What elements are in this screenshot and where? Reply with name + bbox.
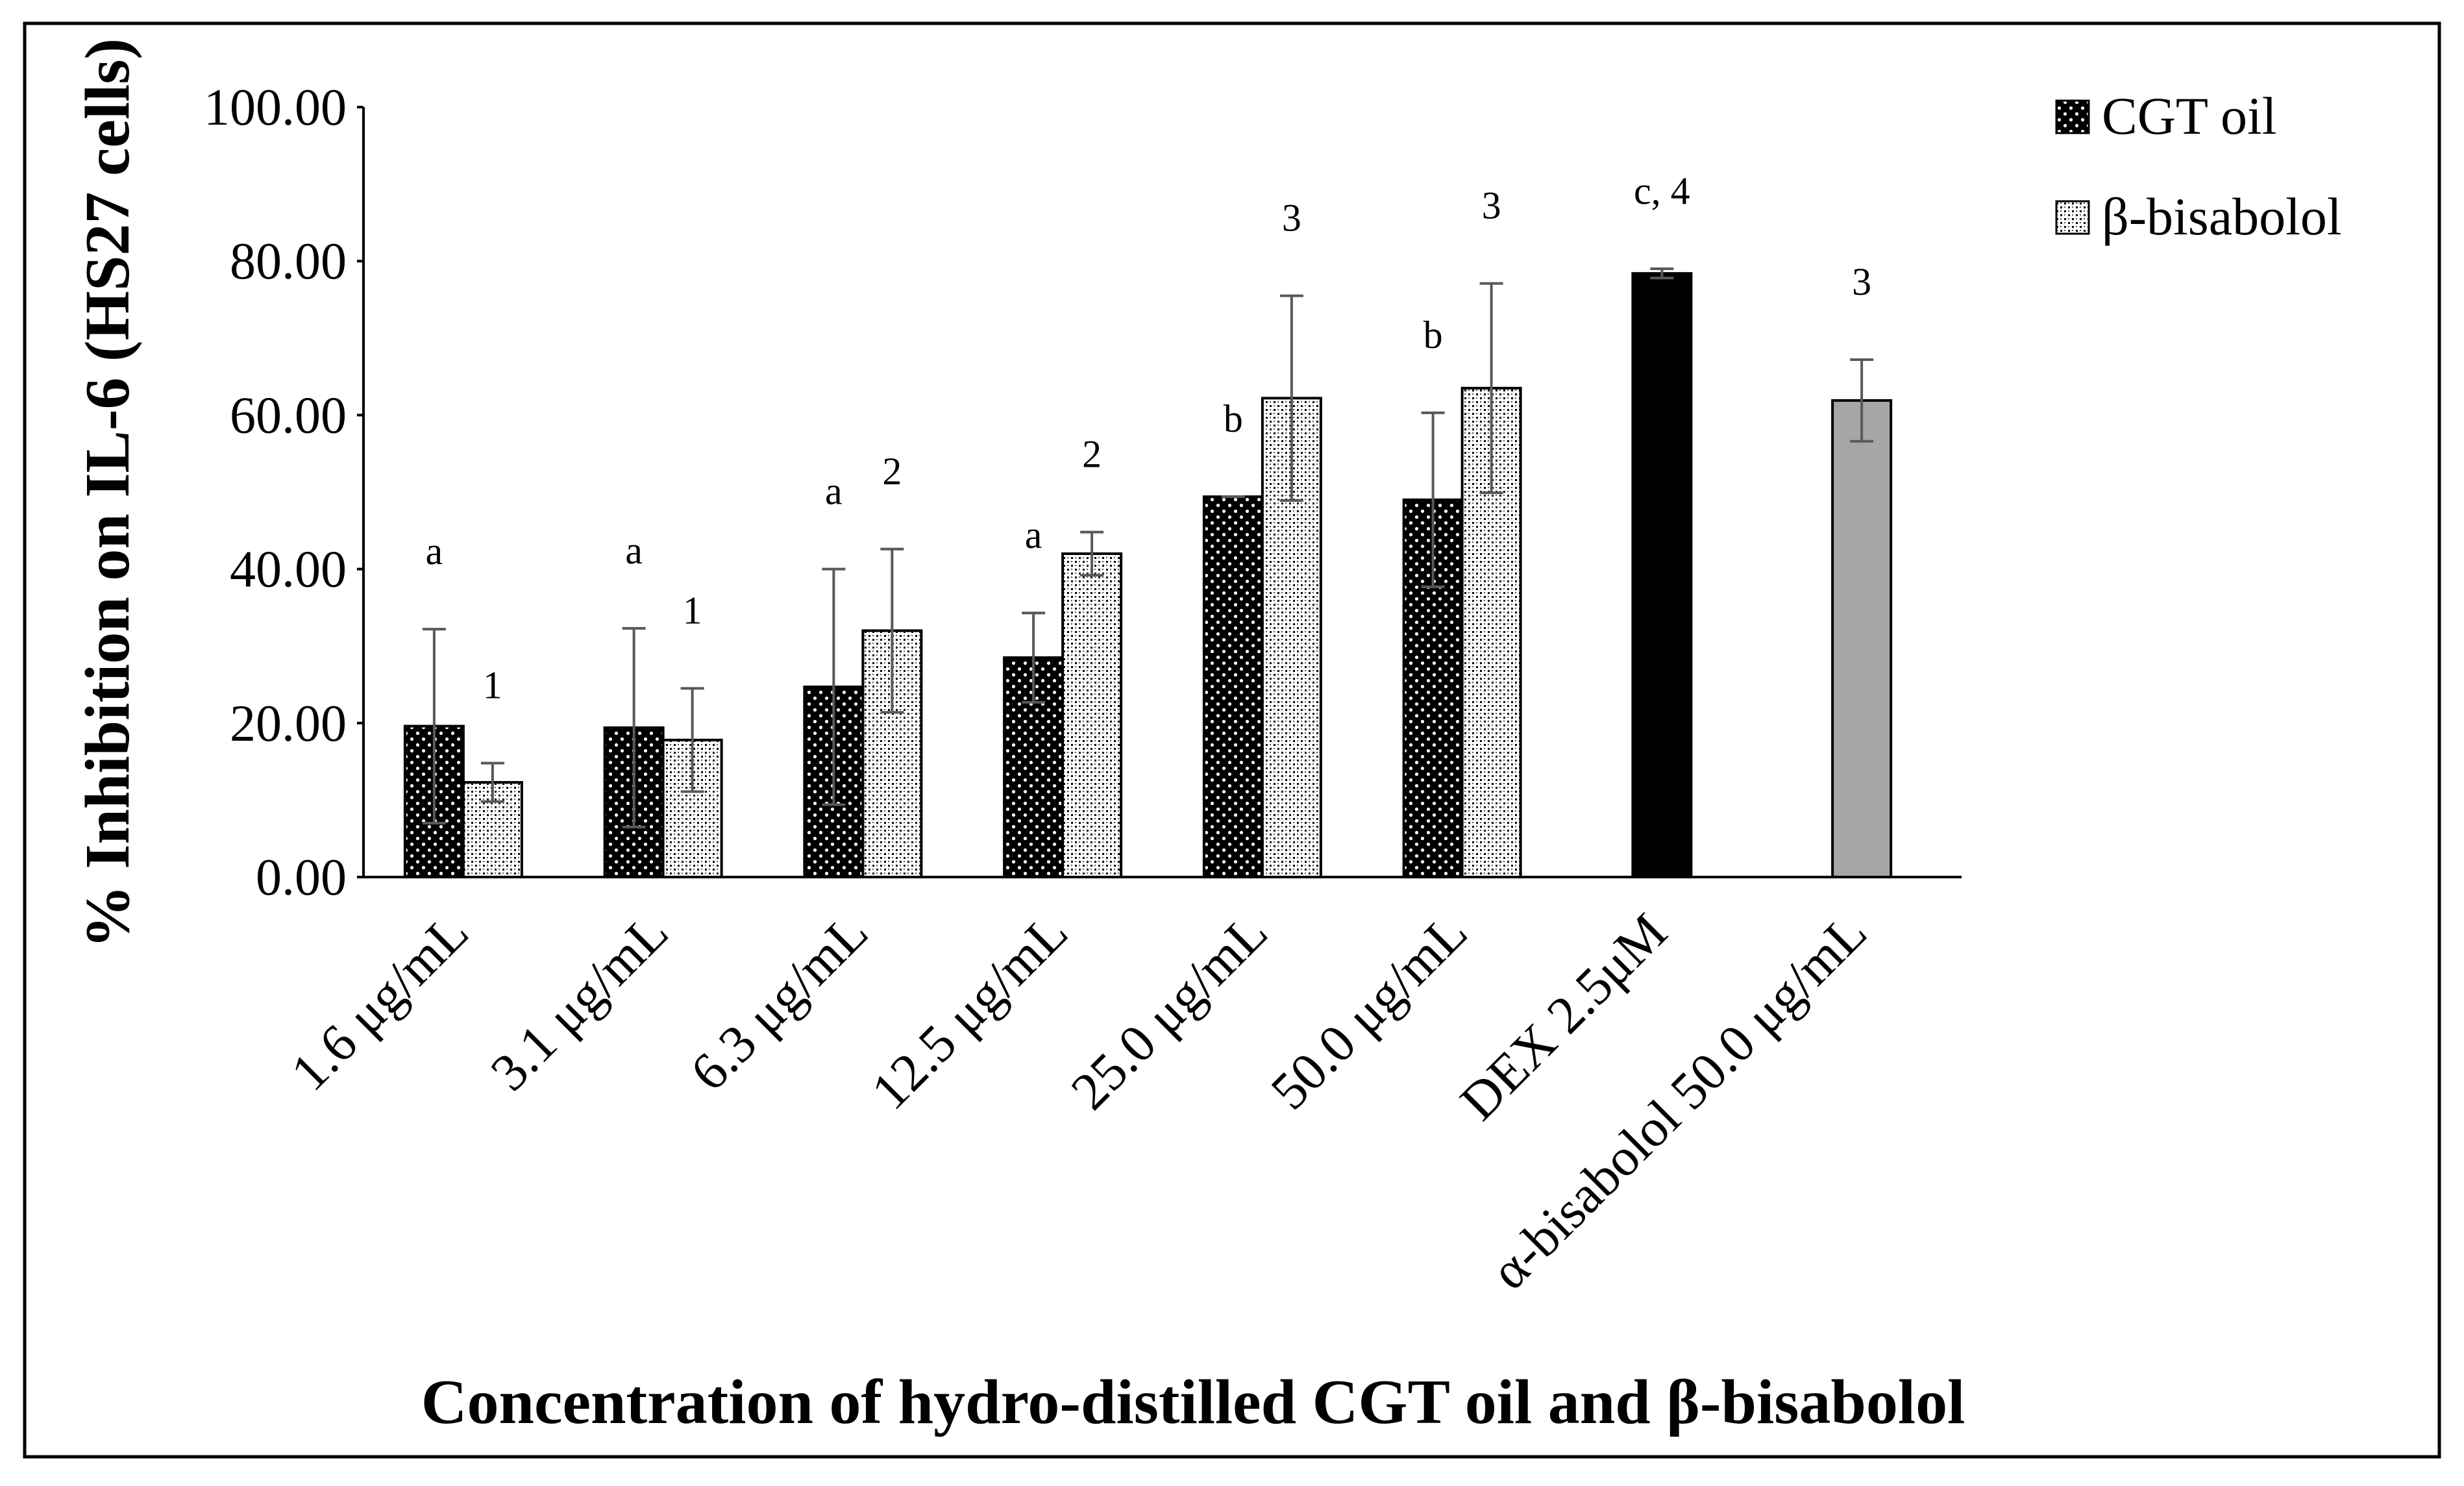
y-tick-label: 80.00 (230, 233, 347, 290)
legend-label-cgt-oil: CGT oil (2102, 86, 2277, 145)
y-tick-label: 20.00 (230, 695, 347, 752)
significance-label: 3 (1282, 197, 1301, 240)
significance-label: c, 4 (1634, 169, 1690, 212)
significance-label: a (1025, 514, 1042, 556)
legend-label-b-bisabolol: β-bisabolol (2102, 187, 2342, 246)
x-category-label: 6.3 μg/mL (679, 902, 879, 1102)
legend-swatch-cgt-oil (2055, 99, 2090, 134)
significance-label: 2 (882, 450, 902, 493)
legend-swatch-b-bisabolol (2055, 200, 2090, 235)
bar-dex-2-5-m-dex-2-5-m (1631, 272, 1693, 878)
bars (403, 272, 1893, 879)
significance-label: 3 (1482, 184, 1501, 227)
y-tick-label: 100.00 (204, 79, 347, 136)
chart-frame (23, 21, 2441, 1459)
significance-label: 2 (1082, 433, 1102, 476)
bar-bisabolol-12-5-g-ml (1061, 552, 1123, 878)
bar-cgt-oil-25-0-g-ml (1202, 495, 1264, 878)
x-category-label: α-bisabolol 50.0 μg/mL (1479, 902, 1878, 1300)
bar-bisabolol-50-0-g-ml-bisabolol-50-0-g-ml (1831, 399, 1893, 878)
x-category-label: 50.0 μg/mL (1259, 902, 1478, 1121)
legend: CGT oil β-bisabolol (2055, 86, 2342, 246)
x-category-label: 25.0 μg/mL (1060, 902, 1279, 1121)
x-category-label: 12.5 μg/mL (860, 902, 1079, 1121)
y-tick-label: 60.00 (230, 387, 347, 444)
y-tick-label: 40.00 (230, 541, 347, 599)
significance-label: 3 (1852, 260, 1871, 303)
significance-label: b (1423, 314, 1443, 356)
significance-label: a (625, 529, 643, 572)
error-bars (422, 267, 1874, 828)
significance-label: b (1224, 397, 1243, 440)
y-tick-label: 0.00 (256, 849, 347, 906)
x-category-label: 1.6 μg/mL (280, 902, 480, 1102)
y-ticks: 0.00 20.00 40.00 60.00 80.00 100.00 (204, 79, 363, 906)
x-axis-title: Concentration of hydro-distilled CGT oil… (421, 1367, 1965, 1437)
x-category-label: 3.1 μg/mL (479, 902, 679, 1102)
significance-label: 1 (483, 663, 502, 706)
significance-label: a (825, 470, 843, 513)
significance-label: 1 (683, 589, 702, 632)
y-axis-title: % Inhibition on IL-6 (HS27 cells) (73, 38, 143, 948)
significance-label: a (426, 530, 443, 573)
